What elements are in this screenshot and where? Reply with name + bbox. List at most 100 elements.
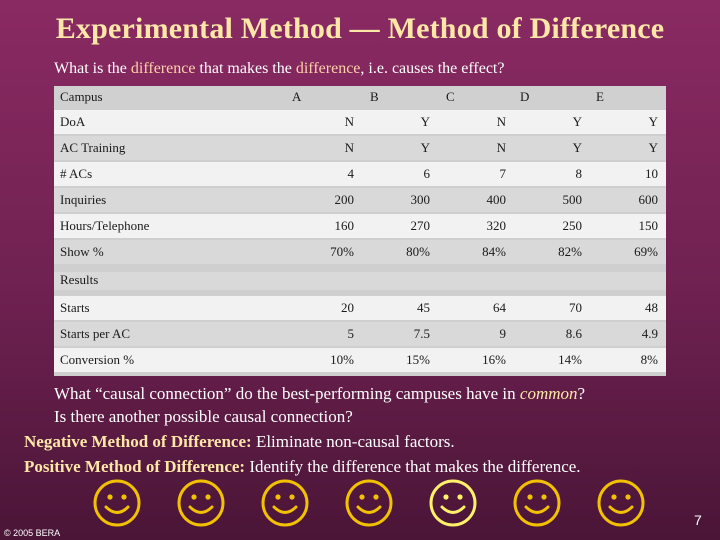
cell-value: N bbox=[496, 114, 506, 129]
header-campus-label: Campus bbox=[60, 89, 103, 104]
cell-value: 15% bbox=[406, 352, 430, 367]
table-row: Inquiries 200 300 400 500 600 bbox=[54, 188, 666, 212]
positive-method: Positive Method of Difference: Identify … bbox=[24, 457, 581, 477]
cell-value: 600 bbox=[638, 192, 659, 207]
cell-value: 9 bbox=[499, 326, 507, 341]
question-line-1: What “causal connection” do the best-per… bbox=[54, 382, 585, 405]
table-row: Starts 20 45 64 70 48 bbox=[54, 296, 666, 320]
positive-method-text: Identify the difference that makes the d… bbox=[245, 457, 581, 476]
cell-value: 250 bbox=[562, 218, 583, 233]
positive-method-key: Positive Method of Difference: bbox=[24, 457, 246, 476]
cell-value: 48 bbox=[645, 300, 658, 315]
subtitle-highlight: difference bbox=[295, 60, 361, 77]
cell-value: Y bbox=[648, 114, 658, 129]
copyright: © 2005 BERA bbox=[4, 528, 61, 538]
row-label: Show % bbox=[60, 244, 104, 259]
cell-value: 300 bbox=[410, 192, 431, 207]
row-label: Conversion % bbox=[60, 352, 135, 367]
smiley-icon bbox=[596, 478, 646, 528]
cell-value: 200 bbox=[334, 192, 355, 207]
question-text: ? bbox=[577, 384, 586, 403]
cell-value: 4 bbox=[347, 166, 355, 181]
cell-value: 5 bbox=[347, 326, 355, 341]
cell-value: Y bbox=[420, 114, 430, 129]
cell-value: 16% bbox=[482, 352, 506, 367]
question-text: What “causal connection” do the best-per… bbox=[54, 384, 520, 403]
row-label: Starts per AC bbox=[60, 326, 131, 341]
table-row: # ACs 4 6 7 8 10 bbox=[54, 162, 666, 186]
cell-value: 160 bbox=[334, 218, 355, 233]
row-label: Inquiries bbox=[60, 192, 107, 207]
cell-value: 70% bbox=[330, 244, 354, 259]
cell-value: 270 bbox=[410, 218, 431, 233]
cell-value: 150 bbox=[638, 218, 659, 233]
row-label: Starts bbox=[60, 300, 90, 315]
cell-value: 8 bbox=[575, 166, 583, 181]
table-row: Show % 70% 80% 84% 82% 69% bbox=[54, 240, 666, 264]
cell-value: 8% bbox=[640, 352, 658, 367]
row-label: AC Training bbox=[60, 140, 126, 155]
cell-value: 20 bbox=[341, 300, 354, 315]
smiley-icon bbox=[92, 478, 142, 528]
cell-value: 400 bbox=[486, 192, 507, 207]
cell-value: 7 bbox=[499, 166, 507, 181]
table-header-row: Campus A B C D E bbox=[54, 86, 666, 110]
subtitle-part: What is the bbox=[54, 60, 131, 77]
smiley-icon bbox=[176, 478, 226, 528]
slide-title: Experimental Method — Method of Differen… bbox=[55, 12, 665, 45]
header-campus-c: C bbox=[446, 89, 455, 104]
cell-value: 10 bbox=[645, 166, 658, 181]
smiley-icon bbox=[512, 478, 562, 528]
row-label: # ACs bbox=[60, 166, 93, 181]
header-campus-d: D bbox=[520, 89, 530, 104]
negative-method-text: Eliminate non-causal factors. bbox=[251, 432, 455, 451]
cell-value: 64 bbox=[493, 300, 506, 315]
cell-value: Y bbox=[572, 114, 582, 129]
subtitle-part: , i.e. causes the effect? bbox=[360, 60, 505, 77]
cell-value: 10% bbox=[330, 352, 354, 367]
cell-value: Y bbox=[572, 140, 582, 155]
row-label: Hours/Telephone bbox=[60, 218, 150, 233]
smiley-icon bbox=[260, 478, 310, 528]
table-row: Hours/Telephone 160 270 320 250 150 bbox=[54, 214, 666, 238]
cell-value: 320 bbox=[486, 218, 507, 233]
smiley-icon bbox=[344, 478, 394, 528]
results-section-header: Results bbox=[54, 272, 666, 290]
subtitle-part: that makes the bbox=[195, 60, 296, 77]
question-block: What “causal connection” do the best-per… bbox=[54, 382, 585, 428]
smiley-icon bbox=[428, 478, 478, 528]
cell-value: 8.6 bbox=[565, 326, 582, 341]
table-row: DoA N Y N Y Y bbox=[54, 110, 666, 134]
cell-value: 7.5 bbox=[413, 326, 430, 341]
question-emphasis: common bbox=[519, 384, 578, 403]
cell-value: 14% bbox=[558, 352, 582, 367]
question-line-2: Is there another possible causal connect… bbox=[54, 407, 353, 426]
results-label: Results bbox=[60, 272, 99, 287]
cell-value: 45 bbox=[417, 300, 430, 315]
table-row: Starts per AC 5 7.5 9 8.6 4.9 bbox=[54, 322, 666, 346]
cell-value: N bbox=[344, 140, 354, 155]
cell-value: 69% bbox=[634, 244, 658, 259]
header-campus-a: A bbox=[292, 89, 302, 104]
subtitle: What is the difference that makes the di… bbox=[54, 60, 504, 78]
cell-value: 80% bbox=[406, 244, 430, 259]
cell-value: N bbox=[344, 114, 354, 129]
negative-method-key: Negative Method of Difference: bbox=[24, 432, 252, 451]
subtitle-highlight: difference bbox=[130, 60, 196, 77]
campus-table: Campus A B C D E DoA N Y N Y Y AC Training N Y N Y… bbox=[54, 86, 666, 376]
table-row: Conversion % 10% 15% 16% 14% 8% bbox=[54, 348, 666, 372]
table-row: AC Training N Y N Y Y bbox=[54, 136, 666, 160]
cell-value: Y bbox=[420, 140, 430, 155]
cell-value: 6 bbox=[423, 166, 431, 181]
header-campus-e: E bbox=[596, 89, 604, 104]
cell-value: N bbox=[496, 140, 506, 155]
cell-value: 84% bbox=[482, 244, 506, 259]
cell-value: 4.9 bbox=[641, 326, 658, 341]
page-number: 7 bbox=[694, 512, 702, 528]
cell-value: Y bbox=[648, 140, 658, 155]
cell-value: 70 bbox=[569, 300, 582, 315]
cell-value: 82% bbox=[558, 244, 582, 259]
row-label: DoA bbox=[60, 114, 86, 129]
cell-value: 500 bbox=[562, 192, 583, 207]
smiley-row bbox=[92, 478, 652, 534]
